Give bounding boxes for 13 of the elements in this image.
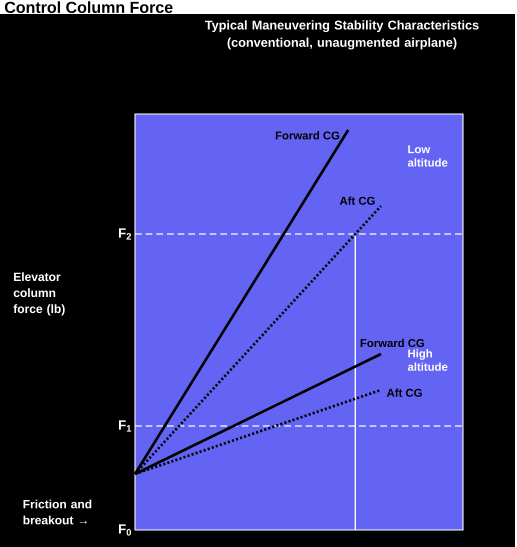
text: F$_{0}$ bbox=[119, 524, 132, 536]
annotation: High altitude bbox=[408, 349, 448, 371]
series-label: Aft CG bbox=[387, 388, 422, 397]
ref-line-label: F$_{2}$ bbox=[119, 228, 132, 240]
series-label: Forward CG bbox=[360, 338, 424, 348]
series-label: Forward CG bbox=[276, 131, 340, 140]
annotation: Low altitude bbox=[408, 145, 448, 167]
text: Elevator column force (lb) bbox=[14, 272, 65, 316]
chart-title: Control Column Force bbox=[5, 1, 173, 14]
ref-line-label: F$_{1}$ bbox=[119, 420, 132, 432]
chart-subtitle: Typical Maneuvering Stability Characteristics (conventional, unaugmented airplane) bbox=[205, 20, 479, 50]
text: Friction and breakout → bbox=[24, 500, 92, 524]
series-label: Aft CG bbox=[340, 196, 375, 205]
